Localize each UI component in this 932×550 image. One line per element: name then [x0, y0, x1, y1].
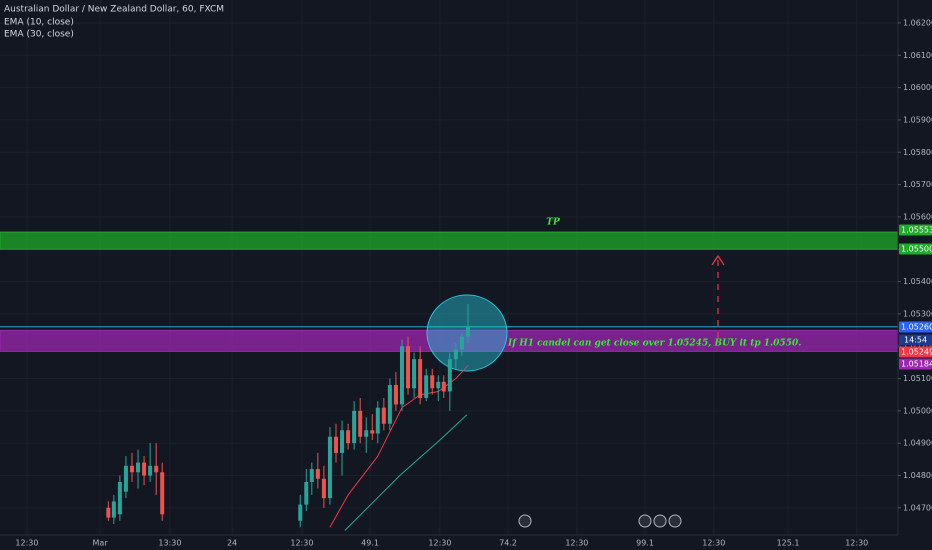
candle-body [393, 385, 398, 405]
candle-body [418, 359, 423, 398]
event-icon[interactable] [653, 514, 667, 528]
candle-body [346, 430, 351, 444]
candle-body [447, 359, 452, 392]
candle-body [358, 410, 363, 437]
candle-body [465, 326, 470, 337]
y-tick-label: 1.05900 [903, 115, 932, 124]
candle-body [364, 430, 369, 437]
event-icon[interactable] [638, 514, 652, 528]
candle-body [430, 375, 435, 389]
candle-body [459, 336, 464, 350]
y-tick-label: 1.05800 [903, 148, 932, 157]
candle-body [399, 346, 404, 405]
price-tag [899, 224, 932, 236]
x-tick-label: 12:30 [565, 539, 588, 548]
x-tick-label: 12:30 [290, 539, 313, 548]
axis: 1.06200 1.06100 1.06000 1.05900 1.05800 1.057… [15, 18, 932, 548]
candle-body [129, 465, 134, 473]
candle-body [333, 436, 338, 453]
x-tick-label: 125.1 [777, 539, 800, 548]
tp-label: TP [546, 218, 560, 228]
x-tick-label: 12:30 [845, 539, 868, 548]
candle-body [370, 430, 375, 434]
price-tag-label: 1.05249 [901, 348, 932, 357]
y-tick-label: 1.05400 [903, 277, 932, 286]
countdown-box [899, 334, 932, 346]
y-tick-label: 1.05300 [903, 309, 932, 318]
x-tick-label: 12:30 [15, 539, 38, 548]
event-icon[interactable] [518, 514, 532, 528]
y-tick-label: 1.06000 [903, 83, 932, 92]
trade-note: If H1 candel can get close over 1.05245,… [507, 339, 801, 349]
price-tag [899, 243, 932, 255]
arrow-head [711, 254, 725, 266]
y-tick-label: 1.04900 [903, 439, 932, 448]
y-tick-label: 1.05700 [903, 180, 932, 189]
ema-line [329, 365, 469, 528]
event-icon[interactable] [668, 514, 682, 528]
ema-line [344, 414, 468, 531]
candle-body [412, 359, 417, 389]
y-tick-label: 1.05200 [903, 342, 932, 351]
candle-body [381, 407, 386, 424]
candle-body [406, 346, 411, 389]
indicator-label: EMA (30, close) [4, 30, 74, 40]
x-tick-label: 99.1 [636, 539, 654, 548]
price-tag-label: 1.05260 [901, 323, 932, 332]
plot [106, 304, 470, 531]
x-tick-label: 74.2 [499, 539, 517, 548]
candle-body [154, 465, 159, 473]
y-tick-label: 1.06100 [903, 51, 932, 60]
candle-body [375, 407, 380, 434]
candle-body [136, 462, 141, 473]
price-tag-label: 1.05553 [901, 226, 932, 235]
x-tick-label: 49.1 [361, 539, 379, 548]
candle-body [315, 469, 320, 479]
candle-body [148, 465, 153, 476]
y-tick-label: 1.06200 [903, 18, 932, 27]
tp-zone [0, 231, 899, 250]
price-axis [898, 0, 932, 550]
candle-body [117, 481, 122, 515]
candle-body [424, 375, 429, 398]
candle-body [309, 469, 314, 482]
candle-body [106, 507, 111, 518]
x-tick-label: Mar [93, 539, 109, 548]
symbol-title: Australian Dollar / New Zealand Dollar, … [4, 5, 224, 15]
price-tag [899, 346, 932, 358]
price-tag-label: 1.05184 [901, 360, 932, 369]
price-tag [899, 321, 932, 333]
candle-body [327, 436, 332, 499]
y-tick-label: 1.05100 [903, 374, 932, 383]
candle-body [453, 349, 458, 360]
event-icons [518, 514, 682, 528]
x-tick-label: 12:30 [428, 539, 451, 548]
candle-body [111, 501, 116, 518]
candle-body [352, 410, 357, 444]
candle-body [340, 430, 345, 453]
candle-body [441, 381, 446, 392]
candle-body [321, 478, 326, 499]
x-tick-label: 13:30 [158, 539, 181, 548]
y-tick-label: 1.05000 [903, 406, 932, 415]
candle-body [436, 381, 441, 389]
price-tag [899, 358, 932, 370]
candle-body [142, 462, 147, 476]
x-tick-label: 24 [227, 539, 237, 548]
x-tick-label: 12:30 [702, 539, 725, 548]
candle-body [160, 472, 165, 515]
y-tick-label: 1.04700 [903, 503, 932, 512]
candle-body [123, 465, 128, 492]
zones [0, 231, 899, 352]
y-tick-label: 1.04800 [903, 471, 932, 480]
indicator-label: EMA (10, close) [4, 18, 74, 28]
price-tag-label: 1.05500 [901, 245, 932, 254]
countdown: 14:54 [904, 336, 927, 345]
candle-body [304, 481, 309, 505]
y-tick-label: 1.05600 [903, 212, 932, 221]
candle-body [298, 504, 303, 521]
candle-body [387, 385, 392, 424]
